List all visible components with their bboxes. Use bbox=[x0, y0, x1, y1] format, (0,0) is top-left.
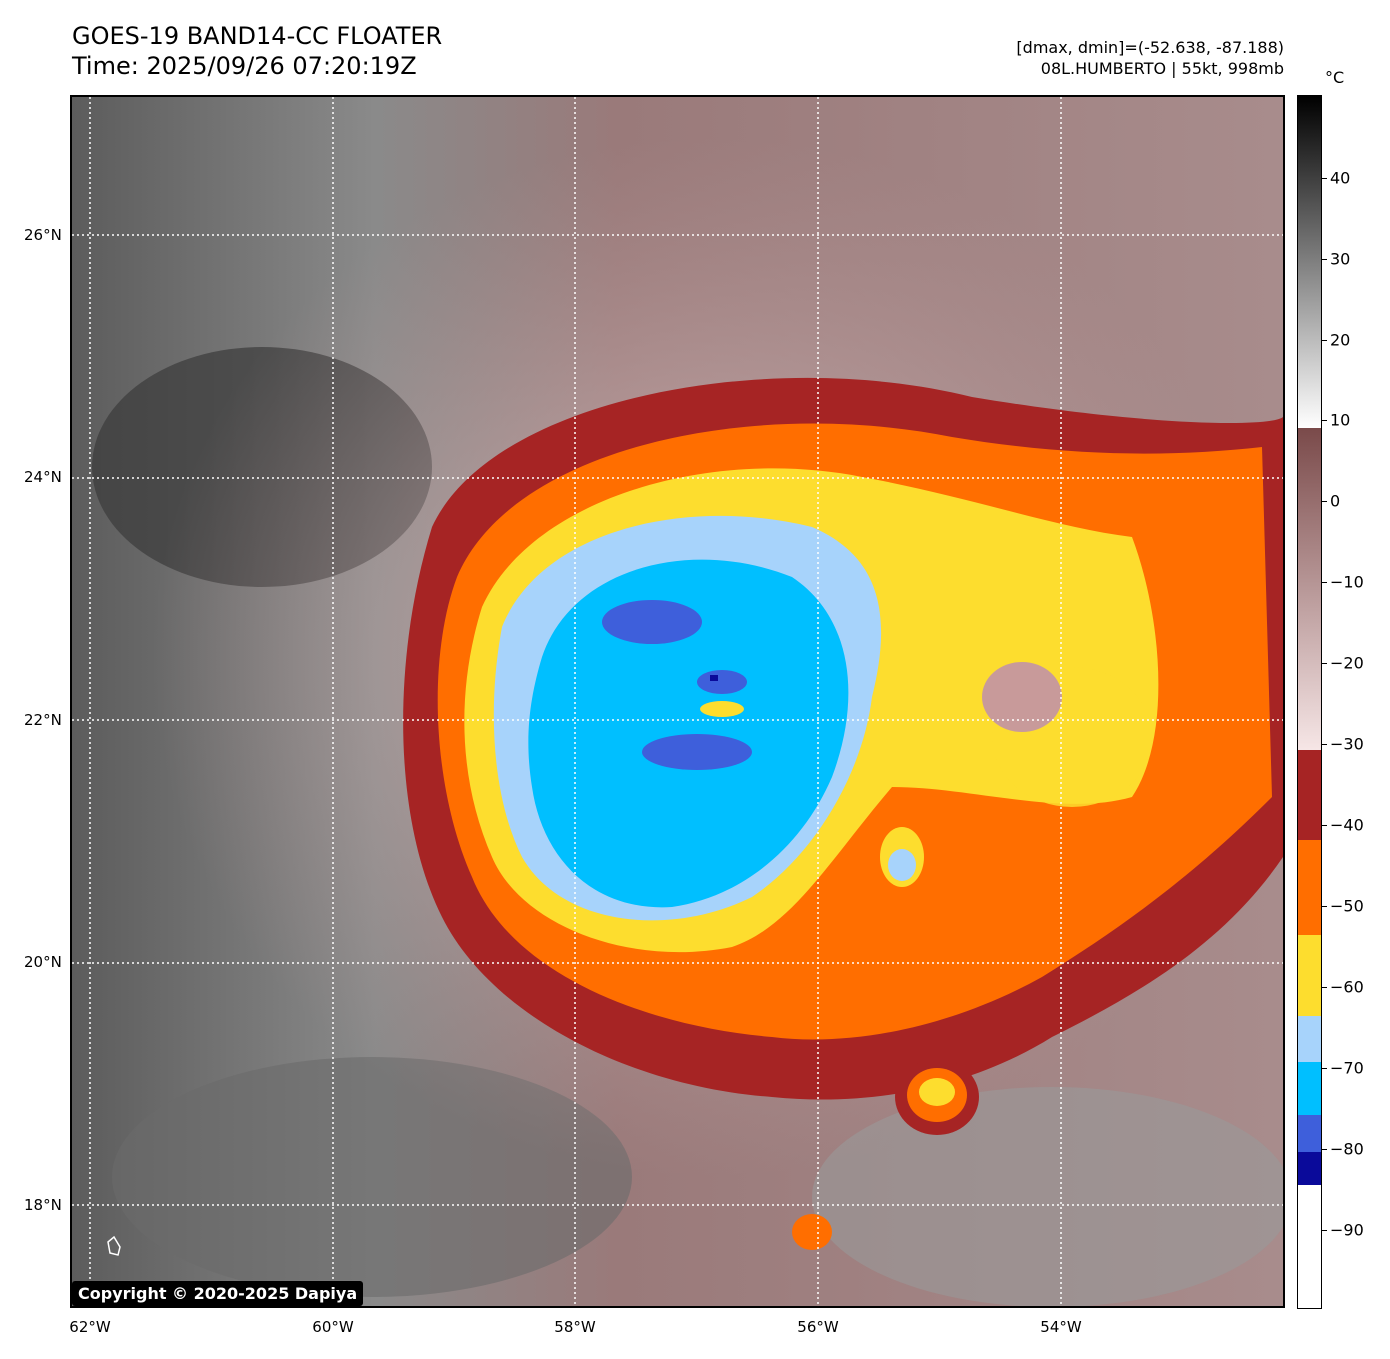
colorbar-tick-30: 30 bbox=[1330, 249, 1351, 269]
warm-spot bbox=[700, 701, 744, 717]
south-cell-core bbox=[919, 1078, 955, 1106]
colorbar-tick-minus90: −90 bbox=[1330, 1220, 1364, 1240]
map-timestamp: Time: 2025/09/26 07:20:19Z bbox=[72, 52, 417, 80]
warm-gap bbox=[982, 662, 1062, 732]
cold-core-south bbox=[642, 734, 752, 770]
cloud-top-cyan bbox=[528, 559, 849, 908]
lat-label-26n: 26°N bbox=[24, 226, 62, 244]
colorbar-tick-20: 20 bbox=[1330, 330, 1351, 350]
lat-label-18n: 18°N bbox=[24, 1196, 62, 1214]
hot-tower-core bbox=[888, 849, 916, 881]
temperature-range: [dmax, dmin]=(-52.638, -87.188) bbox=[1016, 38, 1284, 57]
colorbar-tick-minus40: −40 bbox=[1330, 815, 1364, 835]
low-cloud-region bbox=[812, 1087, 1283, 1306]
copyright-badge: Copyright © 2020-2025 Dapiya bbox=[72, 1281, 364, 1306]
storm-info: 08L.HUMBERTO | 55kt, 998mb bbox=[1040, 59, 1284, 78]
graticule bbox=[72, 97, 1283, 1306]
lat-label-22n: 22°N bbox=[24, 711, 62, 729]
map-title: GOES-19 BAND14-CC FLOATER bbox=[72, 22, 443, 50]
colorbar-tick-minus50: −50 bbox=[1330, 896, 1364, 916]
lon-label-56w: 56°W bbox=[797, 1318, 839, 1336]
colorbar-tick-minus10: −10 bbox=[1330, 572, 1364, 592]
colorbar-tick-minus70: −70 bbox=[1330, 1058, 1364, 1078]
colorbar-gradient bbox=[1298, 96, 1321, 1308]
cold-core-center bbox=[697, 670, 747, 694]
small-cell bbox=[792, 1214, 832, 1250]
colorbar-tick-10: 10 bbox=[1330, 410, 1351, 430]
colorbar-tick-0: 0 bbox=[1330, 491, 1341, 511]
satellite-image bbox=[72, 97, 1283, 1306]
colorbar-tick-minus20: −20 bbox=[1330, 653, 1364, 673]
colorbar-tick-minus60: −60 bbox=[1330, 977, 1364, 997]
colorbar bbox=[1297, 95, 1322, 1309]
colorbar-unit: °C bbox=[1325, 68, 1345, 87]
lat-label-20n: 20°N bbox=[24, 953, 62, 971]
lon-label-58w: 58°W bbox=[554, 1318, 596, 1336]
island-outline bbox=[107, 1235, 121, 1256]
colorbar-tick-40: 40 bbox=[1330, 168, 1351, 188]
lon-label-60w: 60°W bbox=[312, 1318, 354, 1336]
colorbar-tick-minus80: −80 bbox=[1330, 1139, 1364, 1159]
lat-label-24n: 24°N bbox=[24, 468, 62, 486]
lon-label-62w: 62°W bbox=[69, 1318, 111, 1336]
lon-label-54w: 54°W bbox=[1040, 1318, 1082, 1336]
cold-core-north bbox=[602, 600, 702, 644]
coldest-pixel bbox=[710, 675, 718, 681]
satellite-map[interactable] bbox=[70, 95, 1285, 1308]
colorbar-tick-minus30: −30 bbox=[1330, 734, 1364, 754]
